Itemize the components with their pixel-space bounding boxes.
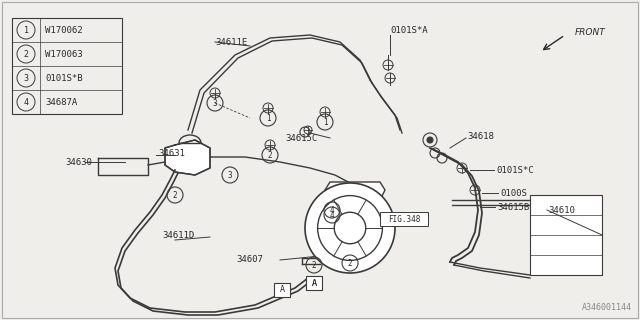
Text: FRONT: FRONT: [575, 28, 605, 36]
Bar: [12, 18, 122, 114]
Text: 0101S*B: 0101S*B: [45, 74, 83, 83]
Text: 34611E: 34611E: [215, 37, 247, 46]
Text: 34610: 34610: [548, 205, 575, 214]
Circle shape: [305, 183, 395, 273]
Text: 34615C: 34615C: [285, 133, 317, 142]
Text: 4: 4: [330, 211, 334, 220]
Text: 2: 2: [268, 150, 272, 159]
Text: W170062: W170062: [45, 26, 83, 35]
Text: 34687A: 34687A: [45, 98, 77, 107]
Text: 34630: 34630: [65, 157, 92, 166]
Text: 2: 2: [312, 260, 316, 269]
Bar: [306, 276, 322, 290]
Text: A: A: [280, 285, 285, 294]
Text: A346001144: A346001144: [582, 303, 632, 312]
Text: 34611D: 34611D: [162, 230, 195, 239]
Bar: [530, 195, 602, 275]
Text: 34631: 34631: [158, 148, 185, 157]
Text: FIG.348: FIG.348: [388, 214, 420, 223]
Text: A: A: [312, 278, 317, 287]
Text: 3: 3: [228, 171, 232, 180]
Bar: [380, 212, 428, 226]
Text: 34615B*A: 34615B*A: [497, 203, 540, 212]
Text: 4: 4: [24, 98, 29, 107]
Polygon shape: [325, 182, 385, 200]
Text: 2: 2: [348, 259, 352, 268]
Text: 0100S: 0100S: [500, 188, 527, 197]
Text: 1: 1: [24, 26, 29, 35]
Text: 3: 3: [212, 99, 218, 108]
Text: 4: 4: [330, 205, 334, 214]
Text: 34607: 34607: [236, 255, 263, 265]
Text: A: A: [312, 278, 317, 287]
Text: W170063: W170063: [45, 50, 83, 59]
Text: 2: 2: [173, 190, 177, 199]
Text: 3: 3: [24, 74, 29, 83]
Circle shape: [427, 137, 433, 143]
Text: 1: 1: [266, 114, 270, 123]
Text: 0101S*C: 0101S*C: [496, 165, 534, 174]
Polygon shape: [165, 140, 210, 175]
Text: 1: 1: [323, 117, 327, 126]
Text: A: A: [280, 285, 285, 294]
Text: 0101S*A: 0101S*A: [390, 26, 428, 35]
Bar: [274, 283, 290, 297]
Text: 34618: 34618: [467, 132, 494, 140]
Text: 2: 2: [24, 50, 29, 59]
